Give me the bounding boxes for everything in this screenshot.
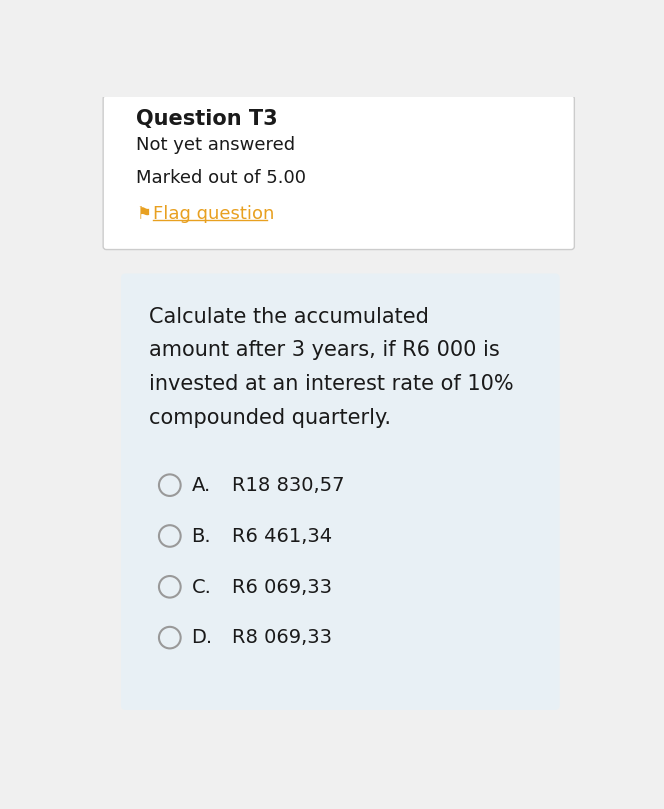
Circle shape [159,576,181,598]
Text: D.: D. [191,629,212,647]
Text: R6 069,33: R6 069,33 [232,578,332,596]
Text: R8 069,33: R8 069,33 [232,629,332,647]
Text: ⚑: ⚑ [135,205,151,223]
Text: C.: C. [191,578,211,596]
Text: compounded quarterly.: compounded quarterly. [149,409,391,428]
Text: Question T3: Question T3 [135,109,278,129]
Text: Marked out of 5.00: Marked out of 5.00 [135,169,305,187]
Circle shape [159,627,181,648]
Text: B.: B. [191,527,211,546]
Text: invested at an interest rate of 10%: invested at an interest rate of 10% [149,375,513,394]
Text: A.: A. [191,476,210,495]
Text: Not yet answered: Not yet answered [135,136,295,154]
Text: R6 461,34: R6 461,34 [232,527,332,546]
Text: Calculate the accumulated: Calculate the accumulated [149,307,429,327]
Text: amount after 3 years, if R6 000 is: amount after 3 years, if R6 000 is [149,341,499,360]
FancyBboxPatch shape [103,95,574,249]
FancyBboxPatch shape [121,273,560,710]
Text: Flag question: Flag question [153,205,274,223]
Text: R18 830,57: R18 830,57 [232,476,345,495]
Circle shape [159,474,181,496]
Circle shape [159,525,181,547]
